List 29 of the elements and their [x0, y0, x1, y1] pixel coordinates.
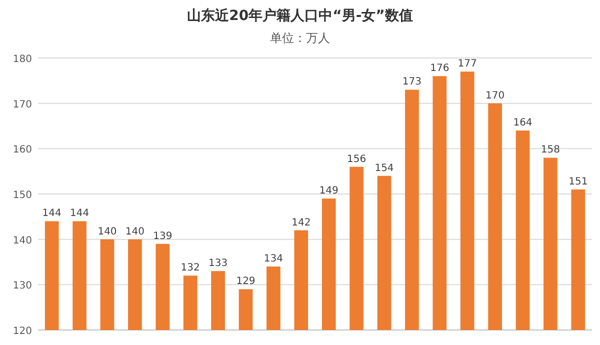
chart-title: 山东近20年户籍人口中“男-女”数值 — [187, 7, 413, 24]
data-label: 176 — [430, 63, 450, 74]
y-tick-label: 170 — [12, 99, 32, 110]
y-tick-label: 140 — [12, 235, 32, 246]
y-tick-label: 130 — [12, 280, 32, 292]
data-label: 173 — [402, 76, 422, 88]
data-label: 142 — [292, 217, 311, 228]
data-label: 129 — [236, 276, 256, 288]
data-label: 144 — [70, 208, 90, 220]
data-label: 177 — [458, 58, 477, 70]
y-tick-label: 180 — [12, 54, 32, 65]
y-tick-label: 150 — [12, 190, 32, 201]
data-label: 156 — [347, 154, 366, 165]
y-tick-label: 120 — [12, 326, 32, 337]
data-label: 154 — [374, 162, 394, 174]
chart-subtitle: 单位：万人 — [270, 31, 330, 45]
data-label: 134 — [264, 254, 283, 265]
data-label: 164 — [513, 118, 532, 129]
data-label: 133 — [208, 258, 228, 270]
data-label: 151 — [568, 176, 588, 188]
data-label: 140 — [98, 226, 117, 238]
data-label: 140 — [125, 226, 144, 238]
data-label: 139 — [153, 230, 172, 242]
data-label: 132 — [180, 262, 200, 274]
data-label: 158 — [540, 144, 560, 156]
data-label: 149 — [319, 186, 338, 197]
y-tick-label: 160 — [12, 144, 32, 156]
data-label: 144 — [42, 208, 62, 220]
data-label: 170 — [486, 90, 505, 102]
